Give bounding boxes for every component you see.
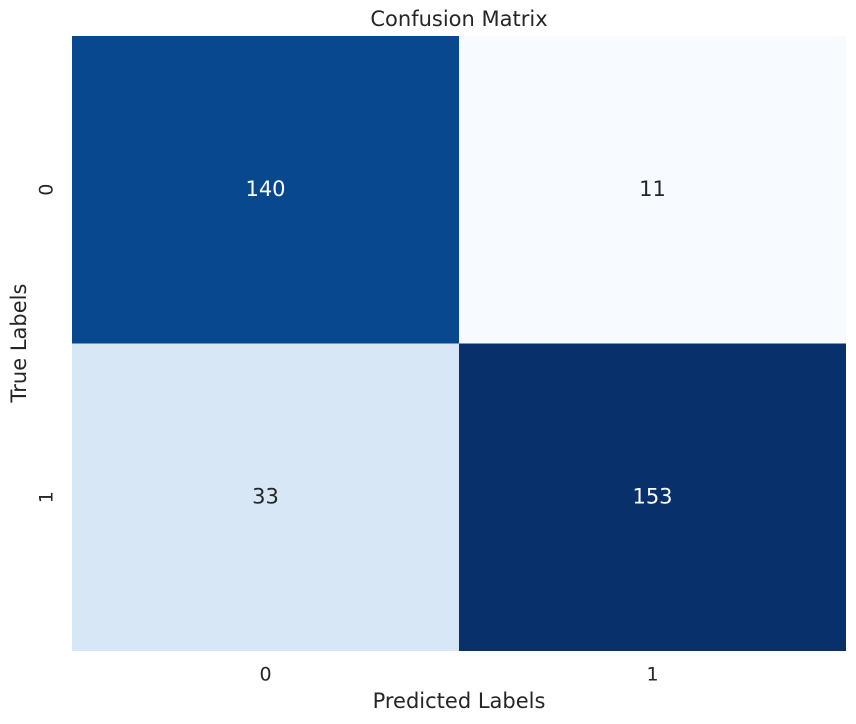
y-tick-label: 1 — [36, 491, 58, 503]
heatmap-cell — [459, 343, 846, 651]
x-tick-label: 1 — [646, 664, 658, 686]
heatmap-cell — [72, 343, 459, 651]
cell-label: 11 — [639, 177, 666, 201]
y-tick-label: 0 — [36, 184, 58, 196]
x-tick-label: 0 — [259, 664, 271, 686]
cell-label: 140 — [245, 177, 285, 201]
chart-title: Confusion Matrix — [370, 7, 547, 31]
cell-label: 153 — [632, 484, 672, 508]
heatmap-cell — [459, 36, 846, 344]
y-axis-label: True Labels — [7, 284, 31, 404]
cell-label: 33 — [252, 484, 279, 508]
x-axis-label: Predicted Labels — [373, 689, 546, 713]
heatmap-cell — [72, 36, 459, 344]
